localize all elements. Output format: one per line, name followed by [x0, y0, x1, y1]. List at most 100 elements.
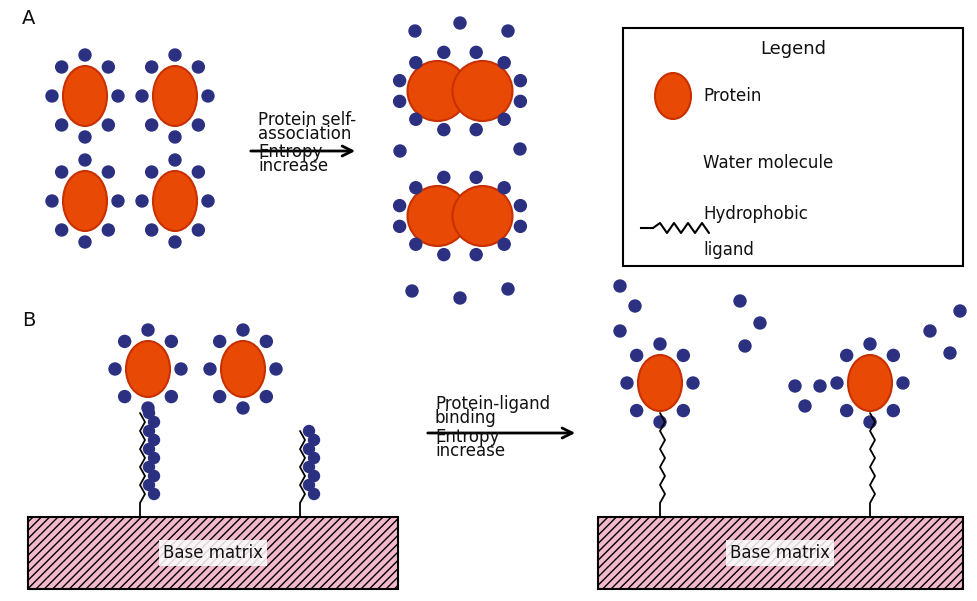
- Circle shape: [144, 462, 154, 472]
- Circle shape: [393, 221, 405, 233]
- Circle shape: [118, 335, 131, 347]
- Circle shape: [863, 416, 875, 428]
- Text: ligand: ligand: [702, 241, 753, 259]
- Circle shape: [497, 182, 510, 194]
- Circle shape: [470, 249, 482, 261]
- Circle shape: [308, 453, 319, 463]
- Circle shape: [146, 166, 157, 178]
- Circle shape: [56, 166, 67, 178]
- Circle shape: [686, 377, 699, 389]
- Circle shape: [192, 166, 204, 178]
- Ellipse shape: [637, 355, 681, 411]
- Circle shape: [630, 349, 642, 361]
- Circle shape: [739, 340, 750, 352]
- Circle shape: [108, 363, 121, 375]
- Circle shape: [470, 124, 482, 136]
- Text: B: B: [21, 311, 35, 330]
- Circle shape: [497, 113, 510, 125]
- Circle shape: [308, 471, 319, 481]
- Bar: [28, 517, 398, 589]
- Circle shape: [103, 61, 114, 73]
- Circle shape: [103, 166, 114, 178]
- Circle shape: [840, 404, 852, 416]
- Text: Entropy: Entropy: [435, 428, 499, 446]
- Circle shape: [514, 200, 526, 212]
- Circle shape: [501, 283, 514, 295]
- Circle shape: [409, 113, 421, 125]
- Circle shape: [46, 90, 58, 102]
- Circle shape: [308, 435, 319, 445]
- Circle shape: [734, 295, 745, 307]
- Circle shape: [303, 426, 315, 436]
- Circle shape: [438, 171, 449, 183]
- Circle shape: [630, 404, 642, 416]
- Circle shape: [165, 391, 177, 403]
- Circle shape: [514, 221, 526, 233]
- Circle shape: [144, 407, 154, 418]
- Text: Base matrix: Base matrix: [729, 544, 829, 562]
- Circle shape: [112, 90, 124, 102]
- Text: binding: binding: [435, 409, 496, 427]
- Circle shape: [303, 462, 315, 472]
- Circle shape: [144, 480, 154, 490]
- Circle shape: [192, 119, 204, 131]
- Circle shape: [146, 119, 157, 131]
- Text: Hydrophobic: Hydrophobic: [702, 205, 807, 223]
- Circle shape: [514, 96, 526, 108]
- Circle shape: [409, 56, 421, 69]
- Ellipse shape: [847, 355, 891, 411]
- Circle shape: [142, 324, 153, 336]
- Circle shape: [236, 324, 249, 336]
- Circle shape: [149, 453, 159, 463]
- Circle shape: [452, 186, 512, 246]
- Circle shape: [56, 61, 67, 73]
- Circle shape: [149, 489, 159, 499]
- Circle shape: [202, 195, 214, 207]
- Circle shape: [753, 317, 765, 329]
- Circle shape: [886, 404, 899, 416]
- Circle shape: [923, 325, 935, 337]
- Circle shape: [830, 377, 842, 389]
- Circle shape: [840, 349, 852, 361]
- Circle shape: [452, 61, 512, 121]
- Text: increase: increase: [435, 442, 504, 460]
- Circle shape: [438, 249, 449, 261]
- Text: Protein self-: Protein self-: [258, 111, 356, 129]
- Circle shape: [79, 154, 91, 166]
- Circle shape: [886, 349, 899, 361]
- Circle shape: [149, 471, 159, 481]
- Circle shape: [270, 363, 281, 375]
- Ellipse shape: [152, 66, 196, 126]
- Circle shape: [103, 224, 114, 236]
- Circle shape: [677, 349, 689, 361]
- Circle shape: [79, 236, 91, 248]
- Circle shape: [813, 380, 826, 392]
- Circle shape: [798, 400, 810, 412]
- Ellipse shape: [152, 171, 196, 231]
- Circle shape: [497, 238, 510, 250]
- Circle shape: [149, 416, 159, 427]
- Circle shape: [409, 182, 421, 194]
- Circle shape: [142, 402, 153, 414]
- Circle shape: [614, 280, 625, 292]
- Circle shape: [169, 131, 181, 143]
- Text: A: A: [21, 9, 35, 28]
- Circle shape: [260, 391, 272, 403]
- Text: increase: increase: [258, 157, 328, 175]
- Circle shape: [165, 335, 177, 347]
- Circle shape: [213, 335, 226, 347]
- Circle shape: [202, 90, 214, 102]
- Circle shape: [393, 96, 405, 108]
- Bar: [622, 28, 962, 266]
- Text: Water molecule: Water molecule: [702, 154, 832, 172]
- Circle shape: [407, 186, 467, 246]
- Circle shape: [260, 335, 272, 347]
- Circle shape: [146, 61, 157, 73]
- Circle shape: [136, 195, 148, 207]
- Circle shape: [144, 426, 154, 436]
- Circle shape: [654, 416, 665, 428]
- Circle shape: [514, 143, 526, 155]
- Ellipse shape: [655, 73, 691, 119]
- Circle shape: [501, 25, 514, 37]
- Circle shape: [146, 224, 157, 236]
